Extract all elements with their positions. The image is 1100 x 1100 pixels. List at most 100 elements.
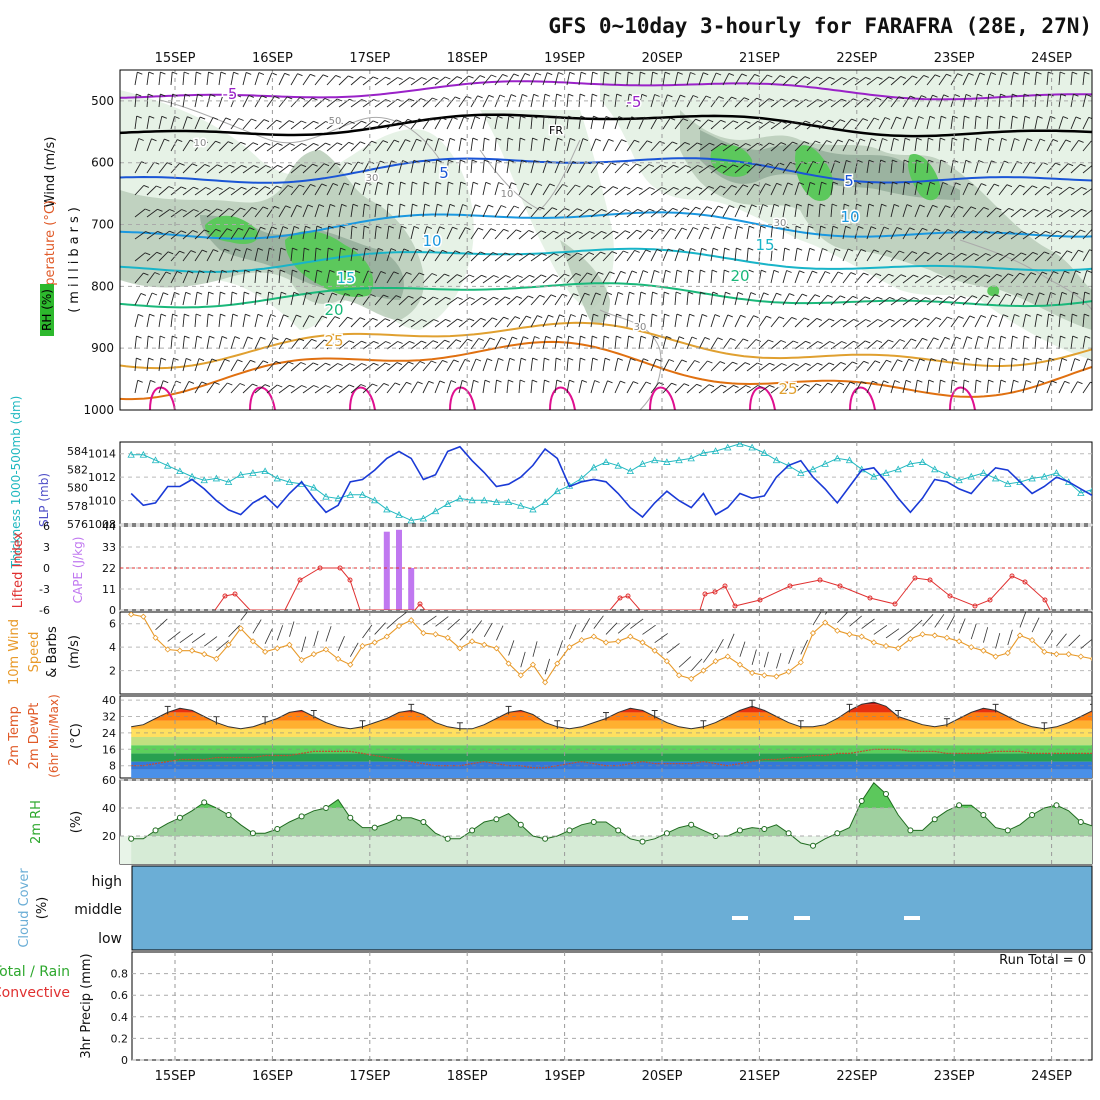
wind-barb — [1022, 185, 1033, 196]
wind-barb-flag — [212, 117, 219, 120]
wind-barb — [806, 318, 818, 328]
wind-barb — [590, 380, 596, 394]
wind-barb-flag — [745, 385, 751, 388]
rh-point — [249, 830, 256, 837]
wind-barb-flag — [581, 313, 588, 317]
wind-barb-flag — [511, 182, 517, 186]
wind-barb-flag — [313, 385, 319, 388]
temperature-band — [131, 769, 1092, 778]
wind-barb-flag — [498, 357, 504, 361]
contour-label: 30 — [634, 322, 647, 333]
pressure-tick-label: 600 — [91, 156, 114, 170]
wind-barb — [578, 293, 586, 306]
cape-tick-label: 44 — [102, 520, 116, 533]
wind-barb-flag — [625, 209, 631, 212]
wind-barb — [650, 117, 658, 130]
wind-barb — [830, 139, 839, 152]
wind-barb — [146, 72, 150, 86]
wind-barb — [1082, 229, 1092, 240]
wind-barb-flag — [831, 203, 838, 207]
rh-point — [444, 835, 451, 842]
wind-barb-flag — [757, 120, 763, 124]
wind-barb — [410, 182, 413, 196]
wind-barb-flag — [727, 314, 733, 318]
wind-barb — [938, 275, 950, 284]
wind-barb-flag — [367, 270, 374, 274]
wind-barb — [1046, 314, 1050, 328]
wind-barb-flag — [361, 340, 367, 344]
wind-barb — [902, 138, 906, 152]
wind-barb-flag — [1072, 71, 1078, 75]
wind-barb — [422, 76, 434, 86]
wind-speed-point — [1041, 648, 1048, 655]
wind-barb-flag — [871, 138, 877, 142]
rh-point — [761, 826, 768, 832]
wind-barb-flag — [1080, 229, 1086, 233]
wind-barb-flag — [812, 270, 818, 274]
wind-barb — [602, 251, 613, 262]
wind-speed-point — [335, 655, 342, 662]
wind-barb-flag — [988, 357, 994, 361]
wind-barb — [1010, 358, 1013, 372]
wind-barb — [242, 95, 250, 108]
wind-barb — [758, 142, 770, 152]
thickness-point — [407, 516, 415, 524]
thickness-point — [358, 491, 367, 498]
surface-wind-barb — [337, 636, 345, 652]
wind-barb — [1070, 116, 1077, 130]
cape-bars — [383, 529, 415, 610]
wind-barb — [338, 363, 350, 372]
wind-barb-flag — [741, 73, 747, 77]
date-label: 18SEP — [447, 1069, 488, 1084]
wind-barb-flag — [396, 362, 403, 366]
wind-barb — [134, 231, 146, 240]
rh-point — [274, 826, 281, 832]
wind-speed-point — [724, 653, 731, 660]
wind-barb — [938, 182, 944, 196]
wind-barb-flag — [409, 340, 415, 344]
wind-barb — [158, 138, 165, 152]
surface-wind-barb — [203, 636, 218, 647]
wind-barb-flag — [274, 205, 280, 209]
wind-barb — [182, 209, 194, 218]
wind-barb-flag — [329, 269, 335, 273]
wind-barb — [254, 142, 266, 152]
wind-barb — [158, 292, 164, 306]
wind-barb-flag — [432, 97, 438, 101]
wind-barb-flag — [357, 293, 364, 297]
wind-barb — [626, 72, 629, 86]
wind-barb-flag — [858, 225, 864, 229]
wind-barb-flag — [877, 76, 883, 80]
wind-barb — [794, 248, 798, 262]
wind-barb — [338, 248, 341, 262]
rh-contour-line — [599, 309, 662, 410]
wind-barb-flag — [769, 362, 775, 366]
wind-barb — [950, 229, 961, 240]
date-label: 22SEP — [836, 1069, 877, 1084]
rh-grid — [120, 779, 1092, 864]
rh-point — [566, 827, 573, 834]
wind-barb — [878, 97, 888, 108]
wind-barb-flag — [516, 295, 522, 299]
wind-barb-flag — [969, 315, 975, 319]
wind-barb-flag — [185, 291, 191, 295]
wind-barb — [434, 160, 438, 174]
wind-barb-flag — [296, 204, 302, 208]
wind-barb — [542, 183, 551, 196]
wind-barb-flag — [761, 269, 767, 273]
wind-barb-flag — [655, 358, 662, 362]
wind-barb — [914, 95, 922, 108]
wind-barb — [590, 138, 597, 152]
wind-barb — [890, 96, 900, 108]
wind-barb — [626, 381, 634, 394]
wind-barb-flag — [197, 93, 203, 97]
wind-barb-flag — [544, 93, 551, 97]
thickness-point — [529, 505, 537, 513]
contour-label: 15 — [755, 236, 774, 254]
thickness-point — [651, 456, 659, 464]
wind-barb-flag — [361, 120, 367, 124]
wind-barb-flag — [604, 71, 610, 75]
wind-speed-point — [1065, 651, 1072, 658]
thickness-point — [577, 474, 586, 482]
wind-barb — [554, 314, 560, 328]
